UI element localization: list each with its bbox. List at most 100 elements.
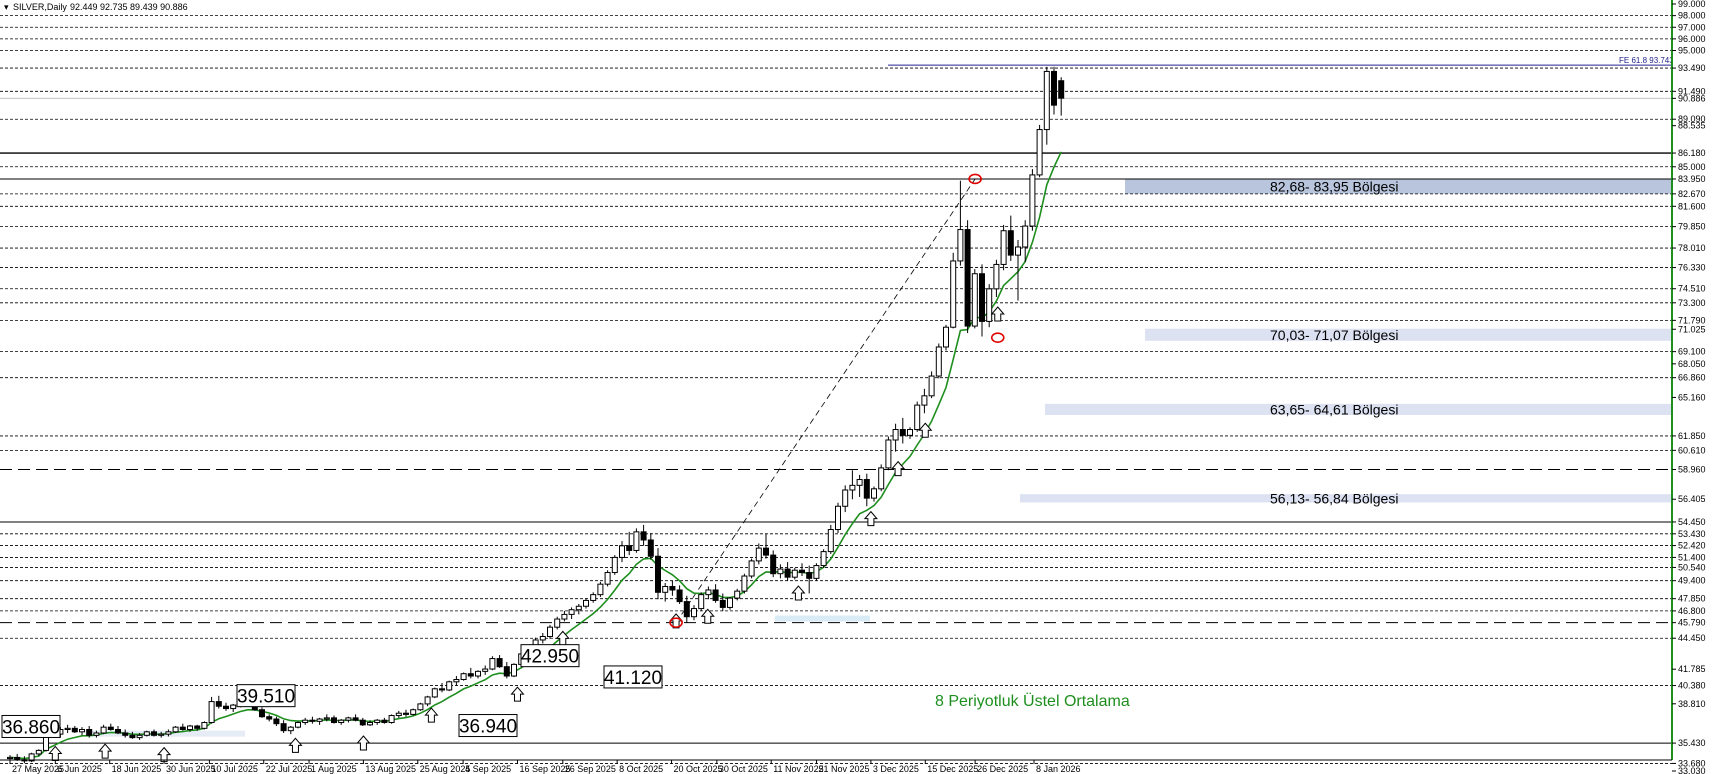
candle	[835, 502, 841, 534]
candle	[655, 548, 661, 600]
price-tick-label: 33.030	[1678, 766, 1706, 774]
candle	[712, 584, 719, 603]
candle-body-up	[295, 722, 301, 728]
price-box: 36.860	[1, 714, 61, 738]
candle-body-down	[626, 545, 633, 551]
candle	[935, 343, 942, 379]
candle	[388, 714, 395, 724]
header-arrow-icon: ▾	[4, 2, 9, 12]
candle	[971, 269, 978, 329]
price-box-frame	[1, 714, 61, 738]
candle-body-up	[417, 703, 424, 711]
price-tick-label: 86.180	[1678, 148, 1706, 158]
candle-body-up	[827, 529, 834, 553]
price-tick-label: 40.380	[1678, 681, 1706, 691]
candle-body-up	[835, 505, 841, 531]
horizontal-levels	[0, 15, 1672, 764]
candle-body-up	[547, 626, 553, 637]
date-tick-label: 16 Sep 2025	[519, 764, 570, 774]
date-tick-label: 8 Oct 2025	[619, 764, 663, 774]
candle	[295, 721, 301, 729]
candle-body-up	[575, 605, 582, 611]
candle	[691, 605, 697, 621]
up-arrow-icon	[424, 707, 439, 723]
candle-body-down	[273, 718, 280, 725]
candle	[374, 719, 381, 725]
price-box: 41.120	[603, 665, 663, 689]
candle	[107, 723, 114, 731]
candle	[1000, 224, 1007, 271]
candle	[849, 470, 856, 500]
candle-body-down	[899, 429, 906, 436]
candle	[561, 610, 568, 622]
price-tick-label: 95.000	[1678, 46, 1706, 56]
candle	[143, 730, 150, 737]
candle-body-down	[799, 569, 805, 574]
candle	[302, 717, 309, 725]
date-tick-label: 15 Dec 2025	[927, 764, 978, 774]
candle	[964, 220, 971, 334]
candle-body-down	[669, 585, 676, 591]
candle	[842, 485, 849, 513]
price-tick-label: 71.025	[1678, 324, 1706, 334]
candle	[331, 715, 337, 724]
candle-body-down	[1007, 230, 1014, 256]
candle	[338, 719, 345, 725]
price-box-frame	[236, 684, 296, 708]
zone-label: 82,68- 83,95 Bölgesi	[1270, 178, 1398, 194]
candle-body-up	[446, 681, 453, 691]
candle-body-up	[1000, 230, 1007, 265]
candle	[446, 680, 453, 692]
candle-body-down	[359, 719, 366, 726]
price-box-label: 42.950	[521, 647, 579, 668]
header-symbol: SILVER,Daily	[13, 2, 67, 12]
candle-body-up	[431, 688, 438, 698]
candle	[1058, 77, 1065, 116]
candle	[187, 724, 193, 732]
up-arrow-icon	[98, 743, 113, 759]
date-tick-label: 30 Jun 2025	[166, 764, 216, 774]
candle-body-up	[928, 375, 935, 397]
consolidation-band	[775, 615, 870, 622]
candle	[201, 721, 208, 730]
candle-body-up	[791, 569, 798, 578]
candle-body-up	[158, 733, 165, 736]
price-tick-label: 82.670	[1678, 189, 1706, 199]
candle-body-down	[806, 572, 813, 579]
candle-body-up	[856, 479, 863, 486]
fibonacci-extension: FE 61.8 93.743	[888, 56, 1674, 66]
candle-body-up	[388, 715, 395, 724]
candle-body-up	[698, 594, 705, 610]
price-tick-label: 96.000	[1678, 34, 1706, 44]
candle	[604, 570, 611, 587]
candle	[273, 716, 280, 727]
candle-body-down	[647, 539, 654, 557]
candle	[1015, 240, 1021, 301]
price-tick-label: 54.450	[1678, 517, 1706, 527]
candle	[921, 388, 928, 414]
candle	[129, 731, 136, 739]
candle	[979, 264, 985, 337]
candle-body-up	[1036, 129, 1043, 176]
zone-band	[1020, 494, 1672, 503]
candle	[215, 695, 222, 709]
candle-body-up	[172, 726, 179, 733]
candle	[986, 284, 993, 328]
candle-body-down	[215, 701, 222, 707]
candle-body-up	[748, 560, 755, 577]
up-arrow-icon	[890, 460, 906, 477]
candle	[892, 423, 899, 452]
date-tick-label: 21 Nov 2025	[819, 764, 870, 774]
candle	[503, 662, 510, 679]
price-box-label: 39.510	[237, 687, 295, 708]
candle-body-up	[1029, 174, 1036, 227]
price-tick-label: 68.050	[1678, 359, 1706, 369]
candle-body-up	[734, 590, 741, 599]
candle-body-down	[655, 555, 661, 593]
candle	[345, 716, 352, 723]
date-tick-label: 30 Oct 2025	[719, 764, 768, 774]
candle	[863, 473, 870, 507]
price-tick-label: 52.420	[1678, 541, 1706, 551]
